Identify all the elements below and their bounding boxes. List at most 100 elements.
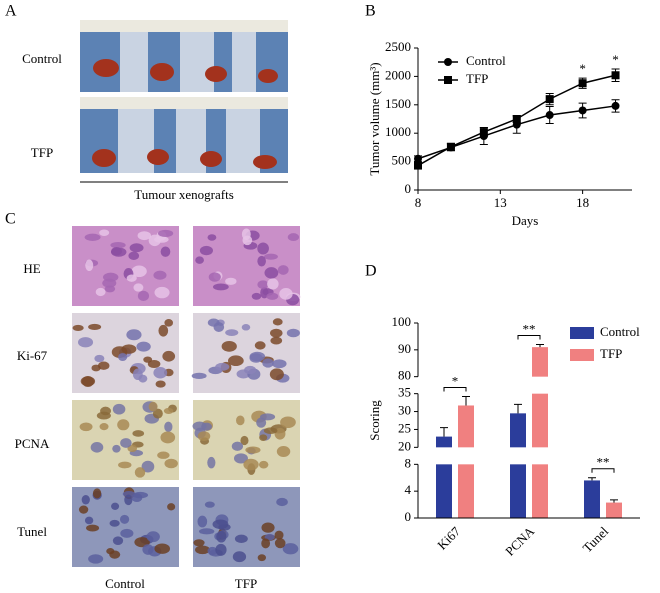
cell <box>241 324 251 331</box>
cell <box>272 359 287 369</box>
cell <box>133 283 144 292</box>
cell <box>204 501 215 508</box>
cell <box>212 519 229 530</box>
cell <box>126 329 142 341</box>
cell <box>104 285 116 293</box>
cell <box>153 367 168 379</box>
cell <box>234 534 248 544</box>
column-label: Control <box>105 576 145 591</box>
y-axis-title: Tumor volume (mm³) <box>367 62 382 175</box>
error-bar <box>536 343 544 348</box>
y-tick-label: 80 <box>398 368 411 383</box>
cell <box>86 524 100 532</box>
y-tick-label: 2000 <box>385 67 411 82</box>
error-bar <box>514 403 522 414</box>
cell <box>254 341 266 350</box>
marker <box>545 95 554 104</box>
cell <box>228 355 244 367</box>
cell <box>249 353 263 363</box>
cell <box>225 277 237 285</box>
cell <box>201 422 213 431</box>
cell <box>158 229 174 237</box>
legend-swatch <box>570 327 594 339</box>
cell <box>110 241 126 249</box>
marker <box>414 161 422 170</box>
cell <box>267 278 279 290</box>
cell <box>207 318 220 327</box>
cell <box>92 488 102 499</box>
significance: * <box>612 52 619 67</box>
column-label: TFP <box>235 576 257 591</box>
cell <box>148 401 158 412</box>
x-tick-label: Tunel <box>580 523 612 555</box>
cell <box>257 242 269 255</box>
cell <box>257 280 269 289</box>
cell <box>269 368 284 381</box>
cell <box>111 247 122 256</box>
cell <box>225 329 239 336</box>
row-label: HE <box>23 261 40 276</box>
cell <box>276 497 288 507</box>
cell <box>258 460 269 469</box>
cell <box>207 456 216 469</box>
cell <box>81 495 90 505</box>
marker <box>611 71 620 80</box>
axis-break <box>417 376 641 394</box>
y-tick-label: 25 <box>398 420 411 435</box>
cell <box>84 516 94 525</box>
panel-label: A <box>5 3 17 20</box>
cell <box>88 554 104 564</box>
cell <box>207 546 218 556</box>
y-tick-label: 500 <box>392 153 412 168</box>
cell <box>109 519 120 527</box>
panel-label: B <box>365 3 376 20</box>
cell <box>163 407 174 415</box>
row-label: TFP <box>31 145 53 160</box>
marker <box>414 154 422 163</box>
y-tick-label: 0 <box>405 181 412 196</box>
y-tick-label: 90 <box>398 341 411 356</box>
cell <box>279 288 293 300</box>
y-tick-label: 35 <box>398 385 411 400</box>
cell <box>112 403 126 415</box>
panel-label: C <box>5 211 16 228</box>
cell <box>136 341 151 352</box>
cell <box>118 353 128 362</box>
cell <box>245 446 261 454</box>
cell <box>137 231 152 241</box>
cell <box>155 380 166 388</box>
cell <box>257 554 266 562</box>
cell <box>112 444 121 453</box>
cell <box>97 361 110 370</box>
marker <box>545 111 554 120</box>
cell <box>160 246 171 257</box>
cell <box>99 229 110 236</box>
cell <box>287 233 300 242</box>
cell <box>132 368 143 380</box>
legend-label: Control <box>466 53 506 68</box>
y-tick-label: 100 <box>392 314 412 329</box>
cell <box>263 427 278 434</box>
cell <box>143 356 153 363</box>
cell <box>262 358 274 368</box>
x-tick-label: 8 <box>415 195 422 210</box>
cell <box>81 376 94 387</box>
cell <box>270 328 283 338</box>
x-tick-label: Ki67 <box>434 523 463 552</box>
y-tick-label: 0 <box>405 509 412 524</box>
y-tick-label: 20 <box>398 438 411 453</box>
cell <box>124 494 133 506</box>
cell <box>261 538 271 549</box>
cell <box>84 233 101 241</box>
cell <box>157 451 170 459</box>
cell <box>233 453 248 464</box>
cell <box>112 536 124 545</box>
significance-bracket <box>591 468 615 473</box>
y-tick-label: 4 <box>405 482 412 497</box>
cell <box>193 539 205 547</box>
cell <box>126 274 137 282</box>
row-label: PCNA <box>15 436 50 451</box>
micrograph-grid <box>72 226 301 567</box>
cell <box>85 259 94 272</box>
